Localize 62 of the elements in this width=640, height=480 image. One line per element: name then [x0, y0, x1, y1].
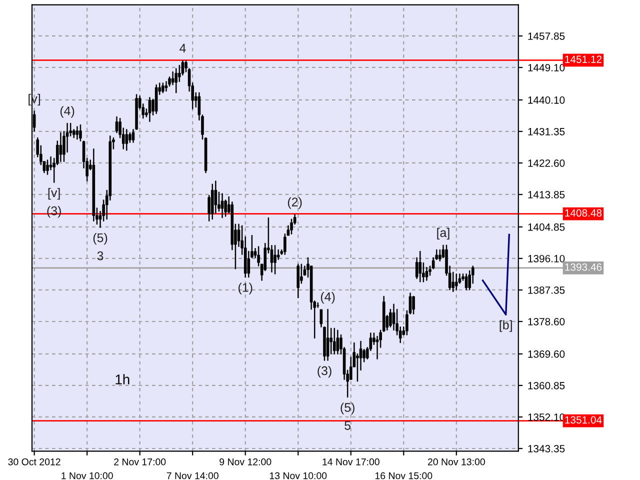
- candlestick: [76, 126, 79, 140]
- x-tick-label: 7 Nov 14:00: [166, 472, 218, 480]
- y-tick-label: 1343.35: [528, 445, 565, 452]
- x-tick-label: 1 Nov 10:00: [62, 472, 113, 480]
- candlestick: [326, 308, 330, 361]
- y-tick-label: 1360.85: [528, 382, 565, 390]
- ref-line-label: 1451.12: [565, 56, 602, 64]
- candlestick: [162, 82, 164, 94]
- candlestick: [392, 304, 396, 331]
- annotation: 4: [180, 44, 186, 52]
- candlestick: [92, 148, 96, 222]
- x-tick-label: 20 Nov 13:00: [428, 458, 485, 466]
- candlestick: [79, 124, 82, 142]
- y-tick-label: 1413.85: [528, 190, 565, 198]
- candlestick: [174, 68, 178, 94]
- annotation: (2): [288, 197, 302, 209]
- candlestick: [454, 274, 458, 290]
- candlestick: [464, 274, 468, 290]
- annotation: 5: [344, 421, 351, 430]
- y-tick-label: 1449.10: [528, 64, 565, 72]
- y-tick-label: 1378.60: [528, 318, 565, 326]
- annotation: [v]: [48, 188, 60, 200]
- y-tick-label: 1369.60: [528, 350, 565, 358]
- annotation: 3: [97, 251, 104, 260]
- x-tick-label: 14 Nov 17:00: [322, 458, 380, 466]
- y-tick-label: 1431.35: [528, 128, 565, 136]
- candlestick: [412, 296, 415, 314]
- y-tick-label: 1457.85: [528, 32, 565, 40]
- annotation: (5): [340, 402, 354, 414]
- y-tick-label: 1440.10: [528, 96, 565, 104]
- y-tick-label: 1396.10: [528, 254, 565, 262]
- annotation: (1): [238, 282, 252, 294]
- candlestick: [296, 264, 300, 298]
- annotation: (4): [60, 106, 74, 118]
- y-tick-label: 1404.85: [528, 223, 565, 231]
- candlestick: [148, 96, 152, 122]
- candlestick: [154, 84, 158, 114]
- y-tick-label: 1422.60: [528, 159, 565, 167]
- y-tick-label: 1387.35: [528, 286, 565, 294]
- x-tick-label: 9 Nov 12:00: [220, 458, 272, 466]
- annotation: [b]: [500, 320, 512, 332]
- annotation: (5): [93, 233, 108, 245]
- ref-line-label: 1393.46: [565, 263, 602, 271]
- candlestick: [210, 184, 214, 220]
- candlestick: [220, 193, 224, 218]
- x-tick-label: 30 Oct 2012: [8, 458, 60, 466]
- annotation: 1h: [116, 374, 130, 384]
- annotation: [a]: [437, 228, 450, 240]
- x-tick-label: 16 Nov 15:00: [375, 472, 432, 480]
- ref-line-label: 1408.48: [565, 209, 602, 217]
- candlestick: [274, 245, 276, 274]
- annotation: (4): [320, 292, 335, 304]
- annotation: (3): [318, 366, 332, 378]
- candlestick: [46, 160, 49, 175]
- candlestick: [332, 328, 336, 354]
- candlestick: [125, 129, 128, 151]
- candlestick: [418, 250, 422, 282]
- candlestick: [336, 330, 340, 354]
- ref-line-label: 1351.04: [565, 416, 602, 424]
- x-tick-label: 2 Nov 17:00: [114, 458, 166, 466]
- x-tick-label: 13 Nov 10:00: [270, 472, 327, 480]
- candlestick: [59, 132, 62, 162]
